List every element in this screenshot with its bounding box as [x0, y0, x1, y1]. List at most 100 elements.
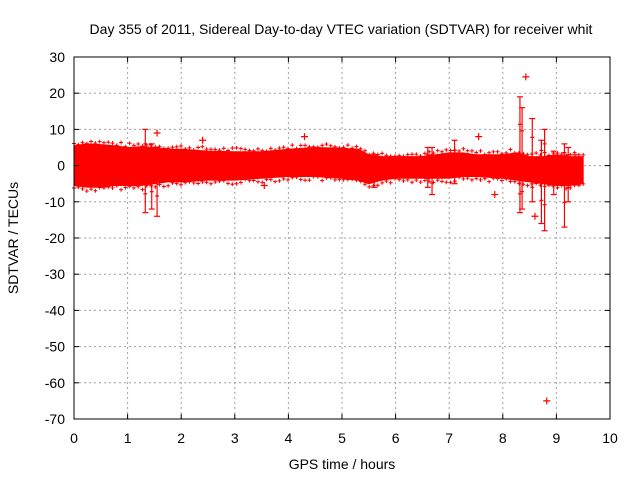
x-tick-label-5: 5	[338, 430, 346, 446]
edge-marker-36-1	[226, 181, 231, 186]
edge-marker-11-1	[119, 187, 124, 192]
edge-marker-88-1	[448, 180, 453, 185]
edge-marker-114-1	[559, 183, 564, 188]
edge-marker-24-1	[174, 181, 179, 186]
edge-marker-1-1	[76, 185, 81, 190]
edge-marker-79-0	[410, 152, 415, 157]
edge-marker-51-1	[290, 175, 295, 180]
edge-marker-10-1	[114, 183, 119, 188]
edge-marker-81-0	[418, 154, 423, 159]
spike-0	[142, 128, 149, 214]
spike-1	[148, 143, 155, 210]
edge-marker-16-1	[140, 187, 145, 192]
x-tick-label-2: 2	[177, 430, 185, 446]
outlier-point-6	[522, 73, 530, 81]
edge-marker-100-1	[499, 178, 504, 183]
spike-11	[541, 128, 548, 232]
spike-6	[451, 139, 458, 185]
spike-12	[550, 150, 557, 196]
edge-marker-73-1	[384, 179, 389, 184]
edge-marker-102-0	[508, 147, 513, 152]
edge-marker-49-1	[281, 176, 286, 181]
edge-marker-55-0	[307, 144, 312, 149]
edge-marker-6-1	[97, 185, 102, 190]
edge-marker-27-1	[187, 179, 192, 184]
edge-marker-34-0	[217, 148, 222, 153]
x-tick-label-1: 1	[124, 430, 132, 446]
edge-marker-85-0	[435, 148, 440, 153]
edge-marker-99-1	[495, 176, 500, 181]
y-tick-label-2: -50	[45, 339, 65, 355]
edge-marker-2-1	[80, 186, 85, 191]
edge-marker-50-1	[285, 177, 290, 182]
edge-marker-25-1	[178, 182, 183, 187]
edge-marker-11-0	[119, 140, 124, 145]
edge-marker-14-1	[131, 185, 136, 190]
edge-marker-103-1	[512, 179, 517, 184]
outlier-point-5	[491, 191, 499, 199]
edge-marker-13-0	[127, 141, 132, 146]
edge-marker-65-1	[350, 177, 355, 182]
edge-marker-78-1	[405, 177, 410, 182]
edge-marker-106-0	[525, 152, 530, 157]
edge-marker-15-0	[136, 142, 141, 147]
x-tick-label-3: 3	[231, 430, 239, 446]
edge-marker-46-1	[268, 177, 273, 182]
y-tick-label-4: -30	[45, 266, 65, 282]
edge-marker-32-0	[208, 147, 213, 152]
y-tick-label-0: -70	[45, 411, 65, 427]
edge-marker-52-0	[294, 146, 299, 151]
edge-marker-97-1	[487, 179, 492, 184]
spike-3	[371, 154, 378, 188]
edge-marker-79-1	[410, 180, 415, 185]
edge-marker-22-0	[166, 146, 171, 151]
sdtvar-band	[73, 143, 584, 188]
chart-title: Day 355 of 2011, Sidereal Day-to-day VTE…	[90, 21, 593, 37]
spike-13	[561, 143, 568, 228]
edge-marker-42-0	[251, 148, 256, 153]
edge-marker-114-0	[559, 152, 564, 157]
edge-marker-113-1	[555, 185, 560, 190]
outlier-point-3	[300, 133, 308, 141]
spike-7	[516, 96, 523, 214]
edge-marker-56-1	[311, 174, 316, 179]
edge-marker-63-1	[341, 177, 346, 182]
edge-marker-45-0	[264, 149, 269, 154]
edge-marker-80-0	[414, 152, 419, 157]
edge-marker-40-0	[243, 147, 248, 152]
edge-marker-82-1	[422, 178, 427, 183]
outlier-point-1	[199, 136, 207, 144]
edge-marker-59-0	[324, 142, 329, 147]
edge-marker-78-0	[405, 152, 410, 157]
edge-marker-5-0	[93, 141, 98, 146]
edge-marker-30-0	[200, 144, 205, 149]
edge-marker-15-1	[136, 184, 141, 189]
edge-marker-27-0	[187, 145, 192, 150]
edge-marker-92-0	[465, 148, 470, 153]
edge-marker-101-0	[504, 150, 509, 155]
edge-marker-76-0	[397, 153, 402, 158]
edge-marker-40-1	[243, 177, 248, 182]
edge-marker-2-0	[80, 140, 85, 145]
edge-marker-61-0	[333, 144, 338, 149]
edge-marker-91-1	[461, 176, 466, 181]
edge-marker-85-1	[435, 178, 440, 183]
edge-marker-30-1	[200, 179, 205, 184]
edge-marker-35-0	[221, 146, 226, 151]
outlier-point-4	[475, 133, 483, 141]
spike-2	[154, 146, 161, 217]
edge-marker-28-1	[191, 180, 196, 185]
edge-marker-77-1	[401, 178, 406, 183]
edge-marker-4-0	[89, 139, 94, 144]
edge-marker-66-1	[354, 178, 359, 183]
x-tick-label-7: 7	[445, 430, 453, 446]
edge-marker-33-1	[213, 179, 218, 184]
edge-marker-118-1	[576, 183, 581, 188]
edge-marker-94-0	[474, 150, 479, 155]
edge-marker-5-1	[93, 188, 98, 193]
spike-10	[538, 139, 545, 225]
edge-marker-90-1	[457, 175, 462, 180]
edge-marker-87-1	[444, 180, 449, 185]
edge-marker-101-1	[504, 176, 509, 181]
